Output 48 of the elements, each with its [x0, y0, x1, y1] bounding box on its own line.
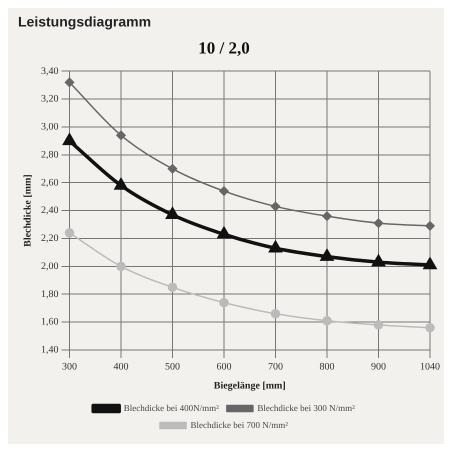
y-tick-label: 2,20 — [41, 233, 58, 244]
point — [116, 262, 126, 272]
point — [168, 164, 178, 174]
point — [270, 309, 280, 319]
point — [114, 178, 128, 190]
x-tick-label: 400 — [114, 362, 128, 373]
point — [269, 241, 282, 252]
point — [63, 134, 76, 146]
y-tick-label: 3,20 — [41, 94, 58, 105]
point — [64, 228, 74, 238]
point — [219, 298, 229, 308]
point — [424, 258, 436, 270]
y-tick-label: 1,60 — [41, 316, 58, 328]
chart-subtitle: 10 / 2,0 — [198, 38, 250, 58]
point — [270, 202, 280, 212]
y-axis-title: Blechdicke [mm] — [22, 174, 34, 247]
y-tick-label: 3,40 — [41, 66, 58, 77]
chart-title: Leistungsdiagramm — [18, 13, 152, 30]
point — [168, 282, 178, 292]
point — [374, 218, 384, 228]
legend-label: Blechdicke bei 300 N/mm² — [257, 402, 356, 413]
y-tick-label: 3,00 — [41, 122, 58, 133]
point — [64, 78, 74, 88]
point — [374, 320, 384, 330]
legend-label: Blechdicke bei 400N/mm² — [124, 402, 220, 413]
x-tick-label: 800 — [320, 362, 334, 373]
x-tick-label: 600 — [216, 362, 232, 373]
x-tick-label: 500 — [165, 362, 180, 373]
y-tick-label: 2,40 — [41, 205, 58, 216]
point — [425, 221, 435, 231]
point — [219, 186, 229, 196]
y-tick-label: 1,40 — [41, 344, 58, 356]
x-tick-label: 300 — [62, 362, 77, 373]
point — [322, 316, 332, 326]
y-tick-label: 2,80 — [41, 149, 58, 160]
point — [116, 130, 126, 140]
y-tick-label: 1,80 — [41, 288, 58, 300]
point — [320, 250, 334, 261]
legend-label: Blechdicke bei 700 N/mm² — [190, 420, 288, 430]
point — [322, 211, 332, 221]
x-tick-label: 900 — [371, 362, 386, 373]
x-axis-title: Biegelänge [mm] — [214, 380, 286, 392]
y-tick-label: 2,60 — [41, 177, 58, 188]
x-tick-label: 1040 — [420, 362, 440, 373]
point — [372, 255, 385, 266]
x-tick-label: 700 — [268, 362, 283, 373]
point — [425, 322, 435, 332]
y-tick-label: 2,00 — [41, 260, 58, 272]
